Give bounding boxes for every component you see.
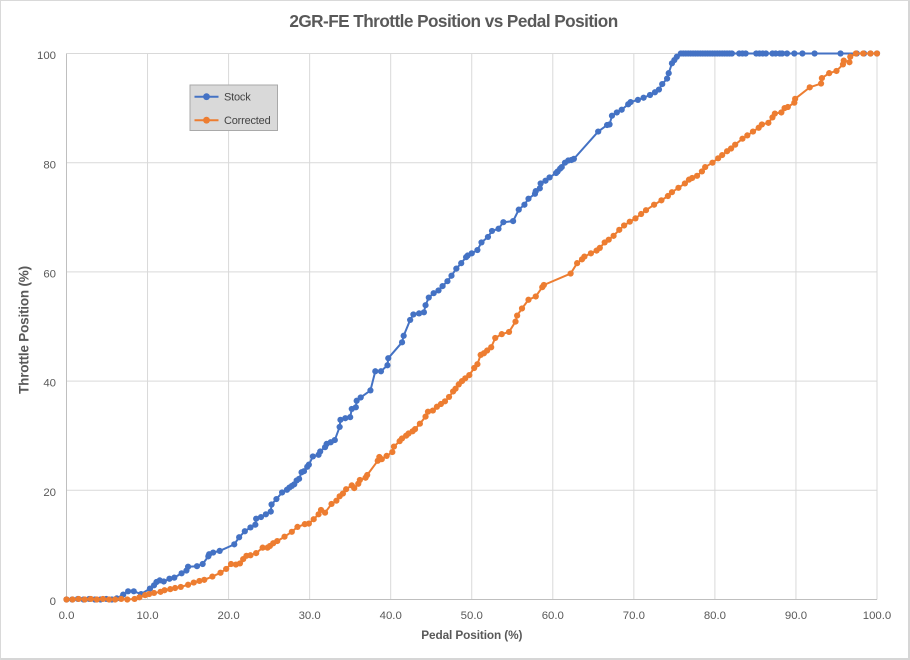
svg-text:Throttle Position (%): Throttle Position (%): [16, 266, 31, 394]
svg-text:100: 100: [37, 50, 56, 62]
svg-text:2GR-FE Throttle Position vs Pe: 2GR-FE Throttle Position vs Pedal Positi…: [289, 11, 617, 31]
svg-text:Corrected: Corrected: [224, 115, 271, 127]
svg-text:20: 20: [43, 487, 56, 499]
svg-text:40: 40: [43, 378, 56, 390]
svg-text:80: 80: [43, 159, 56, 171]
svg-text:30.0: 30.0: [299, 610, 321, 622]
svg-text:Stock: Stock: [224, 92, 251, 104]
svg-text:60: 60: [43, 269, 56, 281]
svg-text:10.0: 10.0: [136, 610, 158, 622]
svg-text:50.0: 50.0: [461, 610, 483, 622]
svg-text:0.0: 0.0: [59, 610, 75, 622]
svg-text:20.0: 20.0: [218, 610, 240, 622]
svg-text:90.0: 90.0: [785, 610, 807, 622]
svg-text:40.0: 40.0: [380, 610, 402, 622]
svg-text:Pedal Position (%): Pedal Position (%): [421, 628, 522, 642]
svg-text:70.0: 70.0: [623, 610, 645, 622]
svg-text:100.0: 100.0: [863, 610, 892, 622]
svg-text:80.0: 80.0: [704, 610, 726, 622]
svg-text:0: 0: [50, 596, 56, 608]
svg-text:60.0: 60.0: [542, 610, 564, 622]
